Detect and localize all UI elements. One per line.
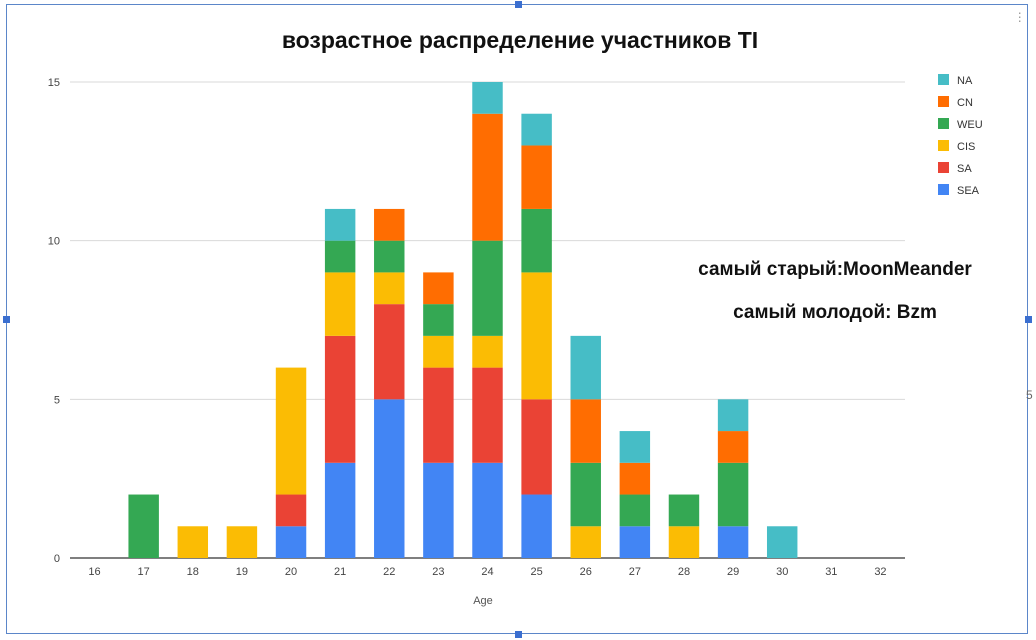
bar-segment — [423, 304, 454, 336]
legend-label: SA — [957, 163, 972, 175]
bar-segment — [324, 462, 356, 558]
x-tick-label: 28 — [678, 566, 690, 578]
legend-swatch — [938, 118, 949, 129]
bar-segment — [423, 272, 454, 305]
x-tick-label: 30 — [776, 566, 788, 578]
x-tick-label: 22 — [383, 566, 395, 578]
resize-handle-left[interactable] — [3, 316, 10, 323]
bar-segment — [521, 272, 552, 400]
bar-segment — [619, 462, 651, 495]
chart-title: возрастное распределение участников TI — [282, 27, 758, 53]
legend-swatch — [938, 162, 949, 173]
x-tick-label: 19 — [236, 566, 248, 578]
bar-segment — [570, 526, 601, 558]
bar-segment — [521, 145, 552, 209]
bar-segment — [472, 240, 503, 336]
bar-segment — [226, 526, 258, 558]
legend-swatch — [938, 140, 949, 151]
x-tick-label: 20 — [285, 566, 297, 578]
bar-segment — [324, 335, 356, 463]
bar-segment — [275, 494, 307, 527]
legend-label: CIS — [957, 141, 975, 153]
x-tick-label: 32 — [874, 566, 886, 578]
x-tick-label: 26 — [580, 566, 592, 578]
bar-segment — [374, 208, 405, 241]
bar-segment — [521, 494, 552, 558]
bar-segment — [619, 526, 651, 558]
bar-segment — [374, 272, 405, 305]
x-axis-label: Age — [473, 595, 493, 607]
more-options-icon[interactable]: · · · — [1017, 4, 1022, 28]
bar-segment — [177, 526, 209, 558]
annotation-oldest: самый старый:MoonMeander — [698, 259, 972, 280]
x-tick-label: 18 — [187, 566, 199, 578]
y-tick-label: 5 — [54, 394, 60, 406]
y-tick-label: 15 — [48, 77, 60, 89]
bar-segment — [717, 462, 749, 527]
bar-segment — [717, 431, 749, 463]
legend-label: WEU — [957, 119, 983, 131]
bar-segment — [570, 462, 601, 527]
bar-segment — [619, 431, 651, 463]
bar-segment — [521, 113, 552, 146]
y-axis-ticks: 0 5 10 15 — [48, 77, 60, 565]
bar-segment — [374, 304, 405, 400]
bar-segment — [275, 526, 307, 558]
legend-swatch — [938, 74, 949, 85]
legend: NA CN WEU CIS SA SEA — [938, 74, 983, 197]
bar-segment — [521, 208, 552, 273]
bar-segment — [717, 526, 749, 558]
legend-label: CN — [957, 97, 973, 109]
bar-segment — [324, 240, 356, 273]
bar-segment — [324, 272, 356, 336]
y-tick-label: 0 — [54, 553, 60, 565]
legend-swatch — [938, 96, 949, 107]
bar-segment — [668, 494, 700, 527]
x-axis-ticks: 16 17 18 19 20 21 22 23 24 25 26 27 28 29 30 31 32 — [88, 566, 886, 578]
legend-label: SEA — [957, 185, 980, 197]
resize-handle-right[interactable] — [1025, 316, 1032, 323]
y-tick-label: 10 — [48, 236, 60, 248]
x-tick-label: 31 — [825, 566, 837, 578]
bar-segment — [472, 113, 503, 241]
bar-segment — [619, 494, 651, 527]
legend-label: NA — [957, 75, 973, 87]
bars — [128, 82, 798, 558]
bar-segment — [374, 240, 405, 273]
x-tick-label: 23 — [432, 566, 444, 578]
legend-swatch — [938, 184, 949, 195]
bar-segment — [570, 399, 601, 463]
resize-handle-bottom[interactable] — [515, 631, 522, 638]
bar-segment — [570, 335, 601, 400]
x-tick-label: 17 — [138, 566, 150, 578]
bar-segment — [717, 399, 749, 432]
bar-segment — [521, 399, 552, 495]
x-tick-label: 16 — [88, 566, 100, 578]
bar-segment — [128, 494, 159, 558]
bar-segment — [374, 399, 405, 558]
bar-segment — [324, 208, 356, 241]
bar-segment — [472, 367, 503, 463]
edge-glyph: 5 — [1026, 388, 1033, 402]
bar-segment — [423, 367, 454, 463]
bar-segment — [472, 335, 503, 368]
x-tick-label: 29 — [727, 566, 739, 578]
bar-segment — [766, 526, 798, 558]
bar-segment — [472, 82, 503, 114]
bar-segment — [423, 462, 454, 558]
bar-segment — [423, 335, 454, 368]
annotation-youngest: самый молодой: Bzm — [733, 302, 937, 323]
x-tick-label: 24 — [481, 566, 493, 578]
bar-segment — [275, 367, 307, 495]
bar-segment — [472, 462, 503, 558]
resize-handle-top[interactable] — [515, 1, 522, 8]
x-tick-label: 27 — [629, 566, 641, 578]
x-tick-label: 21 — [334, 566, 346, 578]
x-tick-label: 25 — [530, 566, 542, 578]
bar-segment — [668, 526, 700, 558]
